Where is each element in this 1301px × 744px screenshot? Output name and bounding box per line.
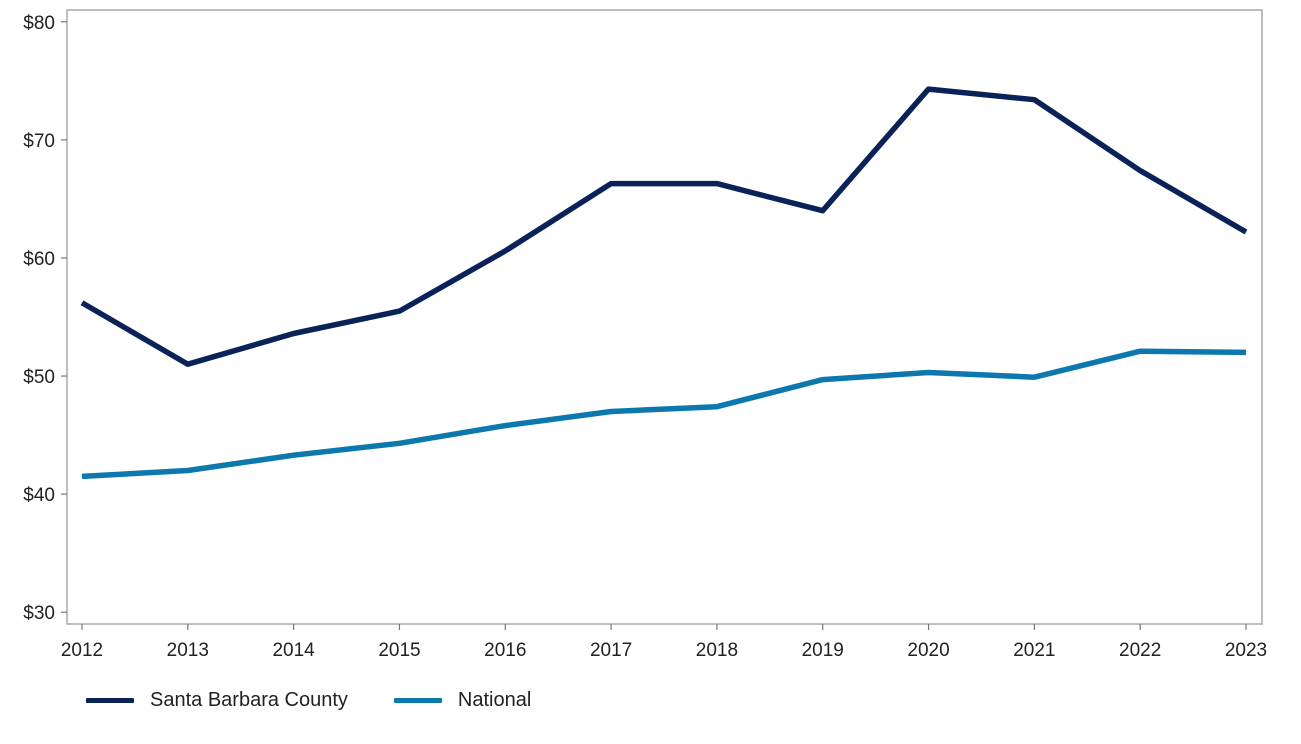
legend-swatch-national — [393, 698, 442, 703]
plot-frame — [66, 9, 1263, 625]
legend-label-national: National — [457, 689, 532, 711]
x-tick-label: 2016 — [484, 640, 526, 661]
legend-swatch-santa-barbara-county — [86, 698, 134, 703]
x-tick-label: 2022 — [1119, 640, 1161, 661]
x-tick-label: 2018 — [696, 640, 738, 661]
y-tick-label: $70 — [23, 131, 55, 152]
x-tick-label: 2021 — [1013, 640, 1055, 661]
x-tick-label: 2020 — [907, 640, 949, 661]
legend-label-santa-barbara-county: Santa Barbara County — [150, 689, 348, 711]
x-tick-label: 2012 — [61, 640, 103, 661]
legend-item-national: National — [393, 689, 532, 712]
y-axis: $30 $40 $50 $60 $70 $80 — [23, 13, 67, 624]
series-layer — [80, 86, 1248, 480]
legend-item-santa-barbara-county: Santa Barbara County — [86, 689, 348, 712]
series-line-santa-barbara-county — [80, 86, 1248, 367]
y-tick-label: $50 — [23, 367, 55, 388]
series-line-national — [81, 348, 1247, 480]
y-tick-label: $30 — [23, 603, 55, 624]
legend: Santa Barbara County National — [86, 689, 577, 712]
x-tick-label: 2017 — [590, 640, 632, 661]
y-tick-label: $40 — [23, 485, 55, 506]
x-tick-label: 2014 — [272, 640, 315, 661]
y-tick-label: $60 — [23, 249, 55, 270]
x-tick-label: 2013 — [167, 640, 209, 661]
x-tick-label: 2015 — [378, 640, 420, 661]
x-tick-label: 2019 — [802, 640, 844, 661]
x-axis: 2012 2013 2014 2015 2016 2017 2018 2019 2020 2021… — [61, 624, 1267, 661]
x-tick-label: 2023 — [1225, 640, 1267, 661]
y-tick-label: $80 — [23, 13, 55, 34]
